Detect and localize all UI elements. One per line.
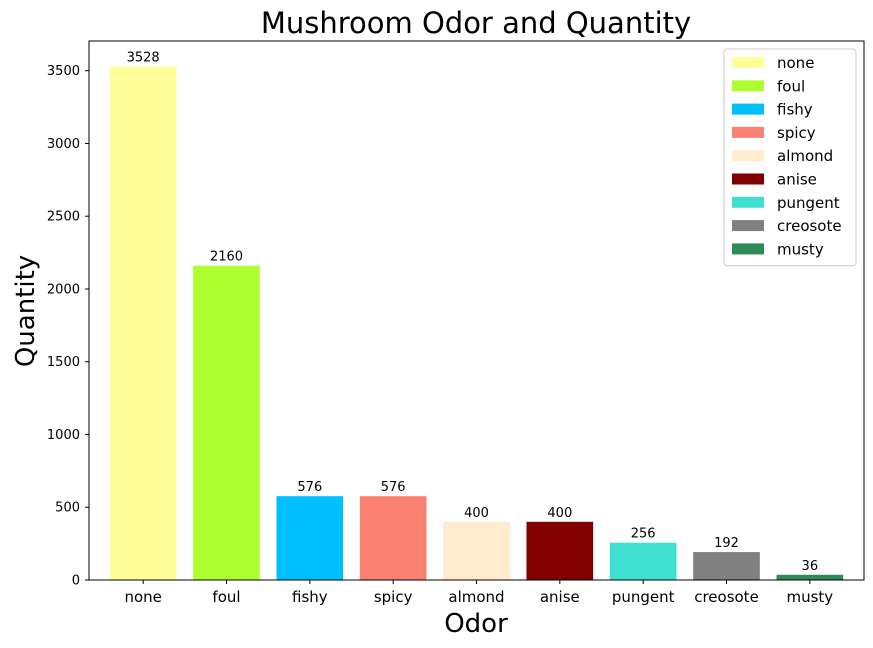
bar-value-label: 576 [381, 480, 406, 495]
legend-swatch [732, 173, 764, 185]
bar-foul [193, 265, 260, 580]
bar-spicy [359, 496, 427, 580]
x-tick-label: none [124, 588, 161, 606]
bar-value-label: 400 [464, 506, 489, 521]
legend-entry-label: none [777, 54, 814, 72]
bar-value-label: 576 [297, 480, 322, 495]
x-tick-label: spicy [374, 588, 413, 606]
bar-value-label: 256 [631, 527, 656, 542]
legend-box [723, 48, 857, 267]
legend: none foul fishy spicy almond anise pungent creo… [723, 48, 857, 267]
legend-entry-label: creosote [777, 217, 842, 235]
legend-swatch [732, 150, 764, 162]
y-tick-label: 2500 [47, 210, 80, 225]
bar-none [109, 66, 177, 581]
y-tick-label: 500 [55, 501, 80, 516]
y-tick-label: 0 [72, 574, 80, 589]
bar-fishy [276, 496, 344, 580]
x-axis-label: Odor [444, 609, 508, 639]
axes-layer: 0 500 1000 1500 2000 2500 3000 3500 none foul fish… [47, 40, 865, 606]
x-tick-label: foul [212, 588, 240, 606]
y-axis-label: Quantity [11, 255, 41, 367]
legend-entry-label: musty [777, 240, 824, 258]
y-tick-label: 1500 [47, 355, 80, 370]
legend-swatch [732, 220, 764, 232]
y-tick-label: 3000 [47, 137, 80, 152]
legend-swatch [732, 196, 764, 208]
x-tick-label: fishy [292, 588, 328, 606]
x-tick-label: anise [540, 588, 580, 606]
y-tick-label: 2000 [47, 282, 80, 297]
bars-layer: 3528 2160 576 576 400 400 256 192 36 [109, 51, 844, 581]
bar-almond [443, 521, 510, 580]
legend-entry-label: almond [777, 147, 833, 165]
bar-value-label: 36 [802, 559, 819, 574]
x-tick-label: musty [786, 588, 833, 606]
legend-entry-label: pungent [777, 194, 840, 212]
x-tick-label: creosote [694, 588, 759, 606]
bar-musty [776, 574, 844, 580]
bar-value-label: 3528 [127, 51, 160, 66]
y-tick-label: 3500 [47, 64, 80, 79]
legend-swatch [732, 126, 764, 138]
chart-title: Mushroom Odor and Quantity [261, 6, 691, 40]
legend-swatch [732, 80, 764, 92]
bar-value-label: 400 [547, 506, 572, 521]
legend-entry-label: anise [777, 171, 817, 189]
legend-entry-label: foul [777, 77, 805, 95]
legend-swatch [732, 243, 764, 255]
bar-value-label: 192 [714, 536, 739, 551]
x-tick-label: pungent [612, 588, 675, 606]
legend-entry-label: spicy [777, 124, 816, 142]
legend-entry-label: fishy [777, 101, 813, 119]
bar-pungent [609, 542, 677, 580]
y-tick-label: 1000 [47, 428, 80, 443]
bar-value-label: 2160 [210, 250, 243, 265]
x-tick-label: almond [448, 588, 504, 606]
legend-swatch [732, 103, 764, 115]
bar-creosote [693, 552, 760, 580]
legend-swatch [732, 57, 764, 68]
bar-anise [526, 521, 594, 580]
